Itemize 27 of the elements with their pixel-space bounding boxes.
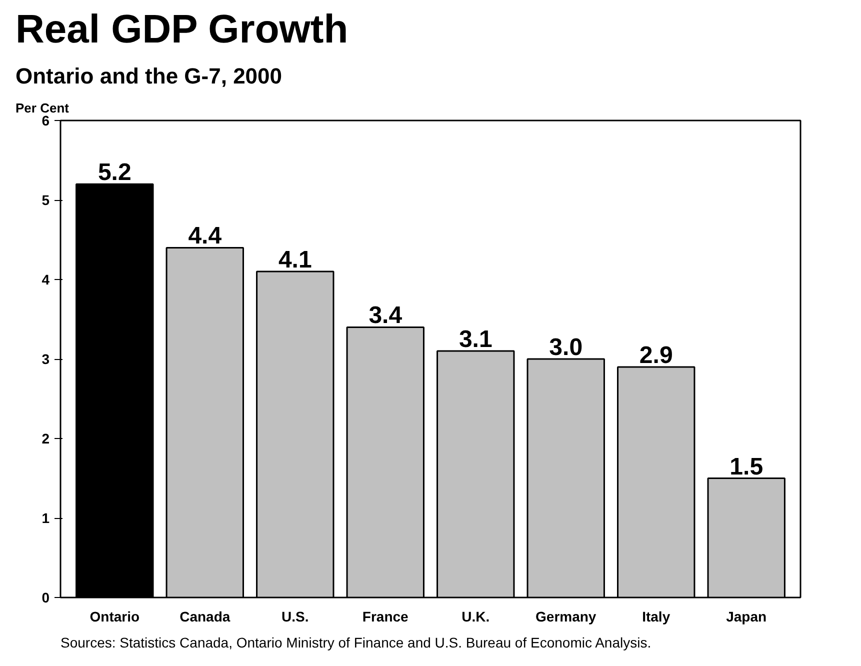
source-note: Sources: Statistics Canada, Ontario Ministry of Finance and U.S. Bureau of Economic Analysis. <box>60 634 652 650</box>
data-label: 2.9 <box>639 342 673 369</box>
x-tick-label: Ontario <box>90 608 140 624</box>
data-label: 4.4 <box>188 222 222 250</box>
data-label: 3.0 <box>549 334 583 361</box>
x-tick-label: Germany <box>536 608 596 624</box>
x-tick-label: U.S. <box>282 608 309 624</box>
y-tick-label: 1 <box>42 510 50 526</box>
x-tick-label: France <box>362 608 409 624</box>
data-label: 1.5 <box>730 453 764 480</box>
x-tick-label: Canada <box>180 608 230 624</box>
data-label: 4.1 <box>278 246 312 274</box>
x-tick-label: Italy <box>642 608 670 624</box>
data-label: 3.1 <box>458 326 492 354</box>
chart-subtitle: Ontario and the G-7, 2000 <box>16 64 282 88</box>
data-label: 5.2 <box>98 159 132 186</box>
x-tick-label: Japan <box>726 608 767 624</box>
data-label: 3.4 <box>368 302 403 330</box>
y-tick-label: 4 <box>42 272 50 288</box>
y-tick-label: 3 <box>42 351 50 367</box>
y-axis-title: Per Cent <box>16 100 70 116</box>
y-tick-label: 0 <box>42 590 50 606</box>
y-tick-label: 5 <box>42 192 50 208</box>
y-tick-label: 2 <box>42 430 50 446</box>
y-tick-label: 6 <box>42 112 50 128</box>
chart-title: Real GDP Growth <box>16 8 348 52</box>
x-tick-label: U.K. <box>462 608 490 624</box>
